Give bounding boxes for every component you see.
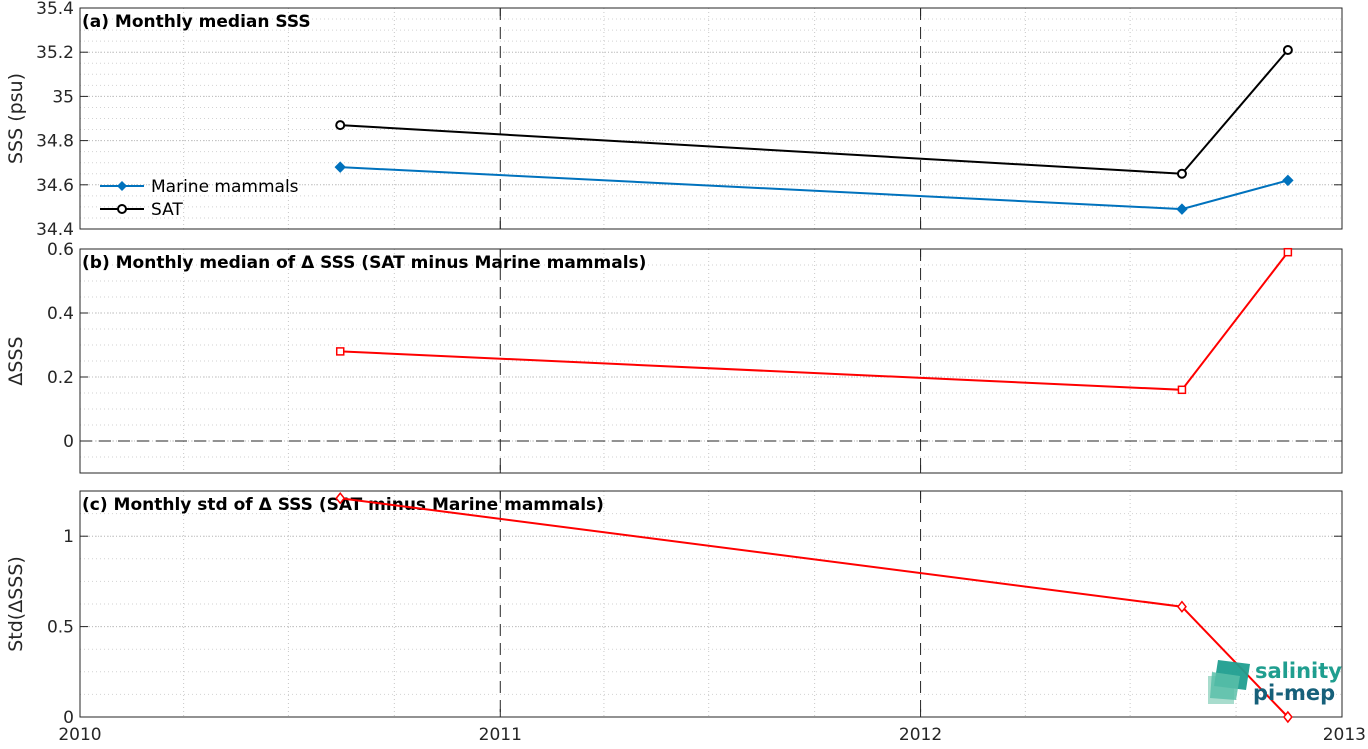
series-line (340, 166, 1289, 211)
y-axis-label: ΔSSS (5, 336, 27, 385)
data-point (1176, 600, 1187, 613)
axes-box (79, 490, 1343, 718)
y-tick-label: 34.8 (36, 132, 74, 152)
data-point (1283, 247, 1293, 257)
y-tick-label: 0 (63, 708, 74, 728)
data-point (1177, 385, 1187, 395)
y-tick-label: 0.4 (47, 304, 74, 324)
y-tick-label: 35 (52, 87, 74, 107)
y-axis-label: Std(ΔSSS) (5, 556, 27, 652)
data-point (1282, 44, 1293, 55)
y-tick-label: 34.6 (36, 176, 74, 196)
axes-box (79, 248, 1343, 474)
logo-mark-mid (1210, 672, 1240, 700)
data-point (1282, 710, 1293, 724)
data-point (335, 347, 345, 356)
data-point (1176, 168, 1187, 179)
y-tick-label: 1 (63, 527, 74, 547)
data-point (335, 492, 346, 505)
logo-text-salinity: salinity (1255, 659, 1342, 683)
y-tick-label: 0 (63, 432, 74, 452)
y-tick-label: 35.4 (36, 0, 74, 19)
x-tick-label: 2012 (899, 725, 942, 745)
x-tick-label: 2010 (58, 725, 101, 745)
x-tick-label: 2013 (1323, 725, 1366, 745)
data-point (335, 120, 346, 131)
y-tick-label: 35.2 (36, 43, 74, 63)
data-point (1282, 174, 1294, 187)
panel-title: (b) Monthly median of Δ SSS (SAT minus M… (82, 253, 646, 273)
y-tick-label: 0.2 (47, 368, 74, 388)
x-tick-label: 2011 (479, 725, 522, 745)
legend-label: Marine mammals (151, 177, 299, 197)
axes-box (79, 7, 1343, 230)
y-tick-label: 0.6 (47, 240, 74, 260)
series-line (340, 49, 1289, 175)
y-tick-label: 34.4 (36, 220, 74, 240)
panel-title: (a) Monthly median SSS (82, 12, 311, 32)
legend-marker (117, 204, 127, 214)
panel-title: (c) Monthly std of Δ SSS (SAT minus Mari… (82, 495, 604, 515)
y-tick-label: 0.5 (47, 618, 74, 638)
data-point (334, 161, 346, 173)
legend-label: SAT (151, 200, 183, 220)
logo-text-pi-mep: pi-mep (1253, 681, 1335, 705)
series-line (340, 497, 1289, 718)
y-axis-label: SSS (psu) (5, 73, 27, 164)
data-point (1176, 203, 1188, 215)
legend-marker (117, 181, 127, 191)
